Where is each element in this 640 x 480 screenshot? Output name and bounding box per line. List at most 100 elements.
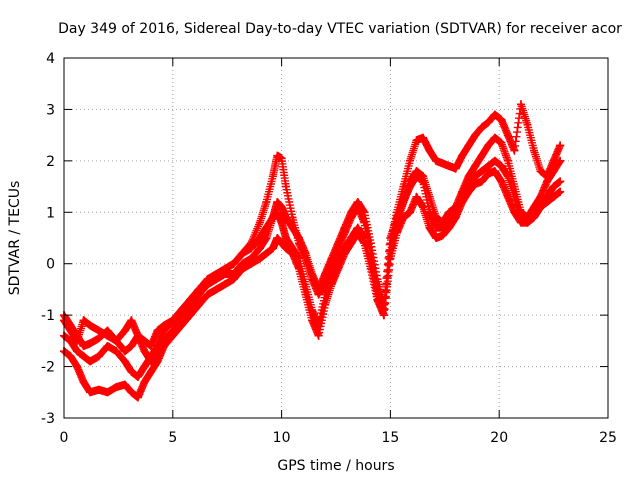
- data-point: [301, 249, 310, 258]
- data-point: [203, 280, 212, 289]
- data-point: [308, 270, 317, 278]
- data-point: [133, 331, 142, 340]
- data-point: [86, 388, 95, 397]
- data-point: [438, 159, 447, 168]
- data-point: [405, 182, 414, 191]
- data-point: [334, 264, 343, 273]
- data-point: [120, 380, 129, 389]
- data-point: [247, 244, 256, 253]
- data-point: [140, 347, 149, 356]
- data-point: [464, 141, 473, 150]
- data-point: [366, 239, 375, 248]
- data-point: [419, 203, 428, 212]
- data-point: [86, 357, 95, 366]
- data-point: [221, 270, 230, 278]
- data-point: [490, 156, 499, 165]
- data-point: [120, 357, 129, 366]
- data-point: [543, 177, 552, 186]
- data-point: [281, 182, 290, 191]
- data-point: [471, 162, 480, 170]
- data-point: [510, 146, 519, 155]
- data-point: [556, 187, 565, 196]
- y-axis-label: SDTVAR / TECUs: [7, 181, 23, 296]
- data-point: [86, 321, 95, 330]
- data-point: [392, 213, 401, 222]
- data-series: [60, 100, 565, 402]
- data-point: [288, 223, 297, 232]
- data-point: [177, 311, 186, 320]
- data-point: [530, 146, 539, 155]
- data-point: [471, 131, 480, 140]
- data-point: [379, 300, 388, 309]
- data-point: [353, 198, 362, 206]
- x-axis-label: GPS time / hours: [277, 458, 394, 474]
- data-point: [379, 311, 388, 320]
- data-point: [484, 162, 493, 170]
- data-point: [477, 151, 486, 160]
- data-point: [530, 213, 539, 222]
- y-tick-label: -3: [41, 411, 55, 427]
- data-point-markers: [60, 156, 565, 366]
- series-track-4: [60, 156, 565, 366]
- data-point: [103, 388, 112, 397]
- data-point: [327, 280, 336, 289]
- x-tick-label: 25: [599, 430, 617, 446]
- x-tick-label: 5: [168, 430, 177, 446]
- y-tick-label: 2: [46, 154, 55, 170]
- data-point: [94, 385, 103, 394]
- data-point: [212, 275, 221, 284]
- data-point: [458, 151, 467, 160]
- data-point: [268, 172, 277, 181]
- data-point: [484, 169, 493, 178]
- data-point: [327, 254, 336, 263]
- data-point: [308, 316, 317, 325]
- data-point: [445, 213, 454, 222]
- data-point: [458, 192, 467, 201]
- data-point: [386, 234, 395, 242]
- data-point: [347, 239, 356, 248]
- data-point: [425, 208, 434, 217]
- data-point: [94, 352, 103, 361]
- data-point: [103, 342, 112, 350]
- data-point: [120, 347, 129, 356]
- data-point: [94, 326, 103, 335]
- data-point: [510, 192, 519, 201]
- data-point: [503, 172, 512, 181]
- y-tick-label: 0: [46, 257, 55, 273]
- data-point: [112, 383, 121, 392]
- data-point: [277, 154, 286, 163]
- data-point: [273, 198, 282, 206]
- data-point: [140, 362, 149, 371]
- x-tick-label: 20: [490, 430, 508, 446]
- x-tick-label: 10: [273, 430, 291, 446]
- data-point: [523, 218, 532, 227]
- axis-ticks: 0 5 10 15 20 25 -3 -2 -1 0 1 2 3 4: [41, 51, 617, 446]
- data-point: [451, 208, 460, 217]
- data-point: [503, 131, 512, 140]
- data-point: [543, 192, 552, 201]
- data-point: [295, 264, 304, 273]
- data-point: [549, 182, 558, 191]
- data-point: [334, 239, 343, 248]
- data-point: [484, 141, 493, 150]
- data-point: [194, 290, 203, 299]
- data-point: [314, 285, 323, 294]
- data-point: [497, 162, 506, 170]
- data-point: [268, 213, 277, 222]
- data-point: [255, 244, 264, 253]
- data-point: [281, 234, 290, 242]
- data-point: [490, 167, 499, 176]
- data-point: [438, 231, 447, 240]
- x-tick-label: 15: [381, 430, 399, 446]
- data-point: [229, 259, 238, 268]
- data-point: [412, 172, 421, 181]
- data-point: [503, 156, 512, 165]
- data-point: [262, 249, 271, 258]
- data-point: [221, 280, 230, 289]
- data-point: [255, 218, 264, 227]
- data-point: [549, 167, 558, 176]
- data-point: [160, 326, 169, 335]
- data-point: [79, 342, 88, 350]
- y-tick-label: -2: [41, 360, 55, 376]
